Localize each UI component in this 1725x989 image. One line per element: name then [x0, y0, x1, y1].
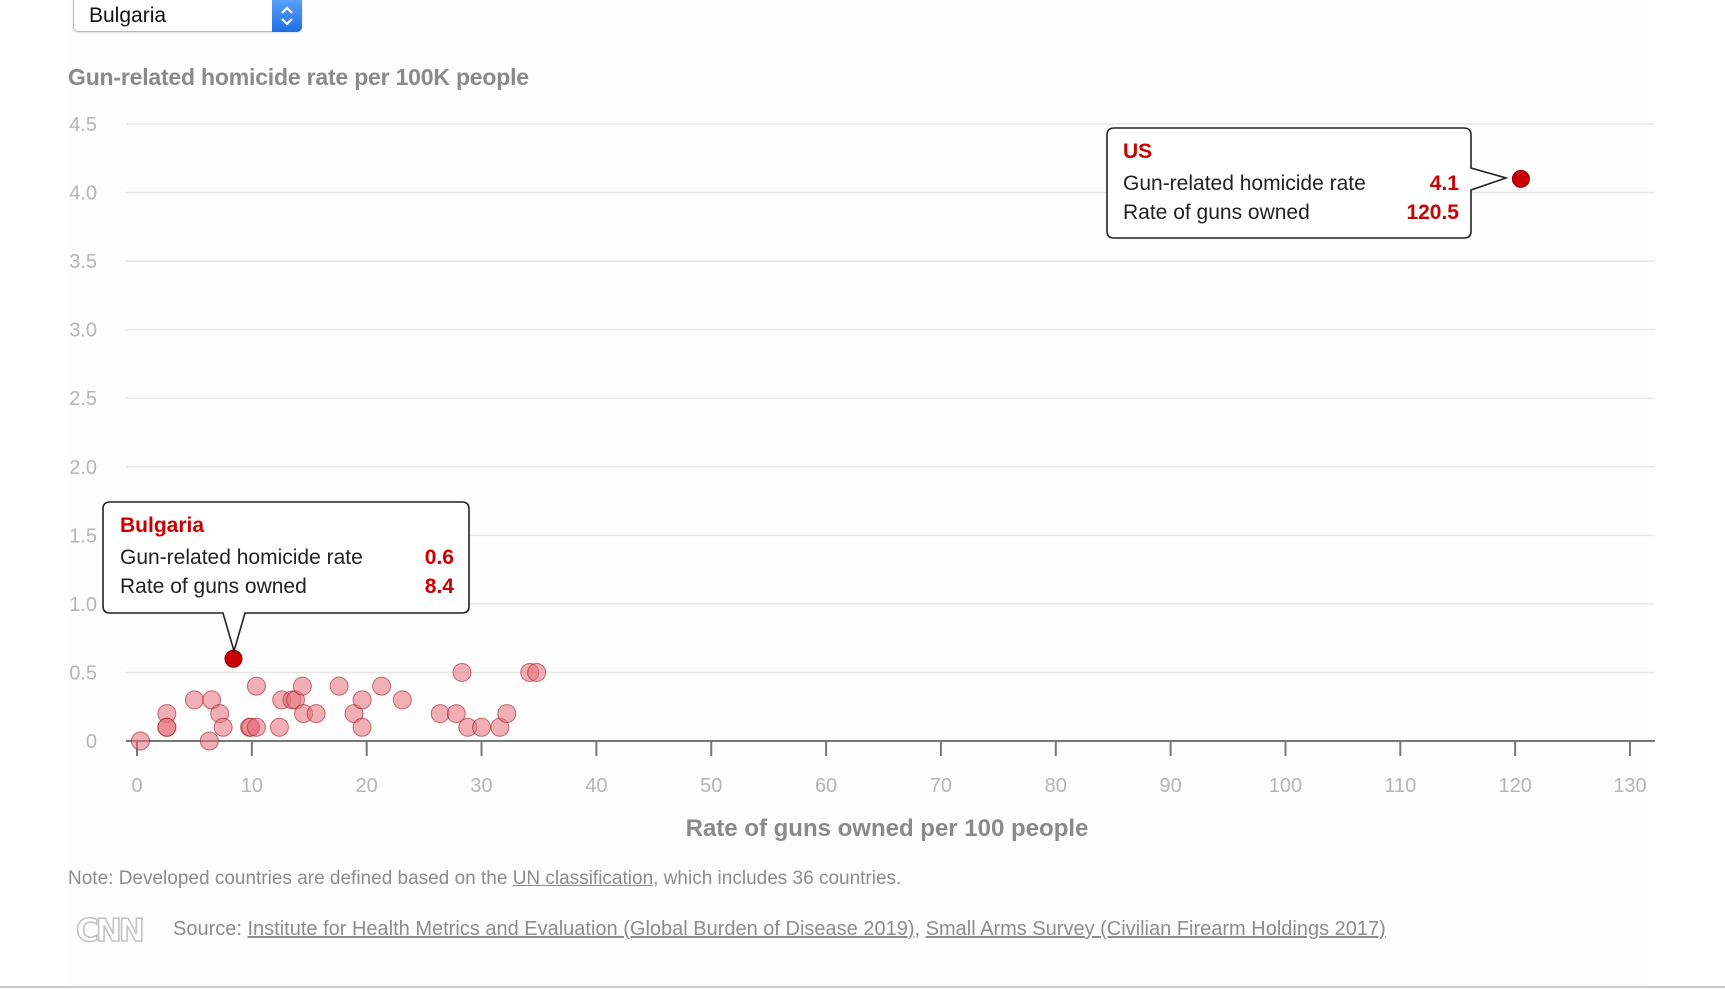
chevron-up-down-icon[interactable]	[272, 0, 302, 32]
data-point[interactable]	[306, 704, 326, 724]
data-point[interactable]	[246, 676, 266, 696]
y-tick-label: 0.5	[69, 662, 97, 684]
cnn-logo: CNN	[75, 912, 145, 950]
x-tick-label: 120	[1498, 775, 1531, 797]
data-point[interactable]	[392, 690, 412, 710]
tooltip-label: Rate of guns owned	[120, 575, 307, 598]
highlighted-points	[224, 169, 1530, 668]
data-point[interactable]	[157, 717, 177, 737]
source-prefix: Source:	[173, 918, 248, 940]
bulgaria-tooltip: Bulgaria Gun-related homicide rate 0.6 R…	[102, 501, 470, 654]
data-point[interactable]	[352, 717, 372, 737]
tooltip-box	[1106, 127, 1509, 239]
small-arms-survey-link[interactable]: Small Arms Survey (Civilian Firearm Hold…	[925, 918, 1386, 940]
x-axis: 0 10 20 30 40 50 60 70 80 90 100 110 120 130	[126, 740, 1655, 797]
y-tick-label: 2.5	[69, 388, 97, 410]
scatter-chart: 0 0.5 1.0 1.5 2.0 2.5 3.0 3.5 4.0 4.5 0 10 20 30 40 50…	[69, 114, 1655, 842]
data-point[interactable]	[352, 690, 372, 710]
tooltip-value: 120.5	[1406, 201, 1459, 224]
ihme-source-link[interactable]: Institute for Health Metrics and Evaluat…	[247, 918, 915, 940]
data-point[interactable]	[372, 676, 392, 696]
data-point[interactable]	[269, 717, 289, 737]
data-point[interactable]	[199, 731, 219, 751]
highlighted-point[interactable]	[1511, 169, 1530, 188]
x-tick-label: 30	[470, 775, 492, 797]
y-tick-label: 0	[86, 731, 97, 753]
y-tick-label: 4.0	[69, 183, 97, 205]
country-select[interactable]: Bulgaria	[73, 0, 302, 32]
x-tick-label: 50	[700, 775, 722, 797]
tooltip-label: Gun-related homicide rate	[120, 546, 363, 569]
x-axis-label: Rate of guns owned per 100 people	[686, 815, 1089, 842]
data-point[interactable]	[497, 704, 517, 724]
tooltip-label: Gun-related homicide rate	[1123, 172, 1366, 195]
tooltip-value: 0.6	[425, 546, 454, 569]
data-point[interactable]	[446, 704, 466, 724]
y-tick-label: 2.0	[69, 457, 97, 479]
tooltip-value: 8.4	[425, 575, 455, 598]
x-tick-label: 110	[1384, 775, 1416, 797]
tooltip-value: 4.1	[1430, 172, 1460, 195]
x-tick-label: 80	[1045, 775, 1067, 797]
x-tick-label: 60	[815, 775, 837, 797]
x-tick-label: 10	[241, 775, 263, 797]
data-point[interactable]	[430, 704, 450, 724]
y-tick-label: 4.5	[69, 114, 97, 136]
bottom-divider	[0, 986, 1725, 988]
country-select-value: Bulgaria	[89, 4, 167, 27]
y-tick-label: 1.0	[69, 594, 97, 616]
x-tick-label: 20	[356, 775, 378, 797]
x-tick-label: 0	[131, 775, 142, 797]
y-tick-label: 1.5	[69, 525, 97, 547]
x-tick-label: 90	[1159, 775, 1181, 797]
chart-note: Note: Developed countries are defined ba…	[68, 868, 901, 890]
data-point[interactable]	[130, 731, 150, 751]
x-tick-label: 40	[585, 775, 607, 797]
data-point[interactable]	[527, 662, 547, 682]
x-tick-label: 70	[930, 775, 952, 797]
data-point[interactable]	[329, 676, 349, 696]
y-tick-label: 3.5	[69, 251, 97, 273]
tooltip-title: Bulgaria	[120, 514, 204, 537]
note-text: Note: Developed countries are defined ba…	[68, 868, 513, 889]
x-tick-label: 130	[1613, 775, 1646, 797]
x-tick-label: 100	[1269, 775, 1302, 797]
data-point[interactable]	[452, 662, 472, 682]
data-point[interactable]	[472, 717, 492, 737]
tooltip-box	[102, 501, 470, 654]
un-classification-link[interactable]: UN classification	[512, 868, 654, 889]
chart-source: Source: Institute for Health Metrics and…	[173, 918, 1386, 941]
y-axis-ticks: 0 0.5 1.0 1.5 2.0 2.5 3.0 3.5 4.0 4.5	[69, 114, 97, 753]
y-tick-label: 3.0	[69, 320, 97, 342]
us-tooltip: US Gun-related homicide rate 4.1 Rate of…	[1106, 127, 1509, 239]
data-point[interactable]	[184, 690, 204, 710]
tooltip-title: US	[1123, 140, 1152, 163]
highlighted-point[interactable]	[224, 649, 243, 668]
chart-title: Gun-related homicide rate per 100K peopl…	[68, 64, 529, 90]
data-point[interactable]	[246, 717, 266, 737]
note-text: , which includes 36 countries.	[653, 868, 902, 889]
source-separator: ,	[914, 918, 926, 940]
tooltip-label: Rate of guns owned	[1123, 201, 1310, 224]
data-point[interactable]	[213, 717, 233, 737]
data-point[interactable]	[292, 676, 312, 696]
data-points	[130, 662, 547, 751]
